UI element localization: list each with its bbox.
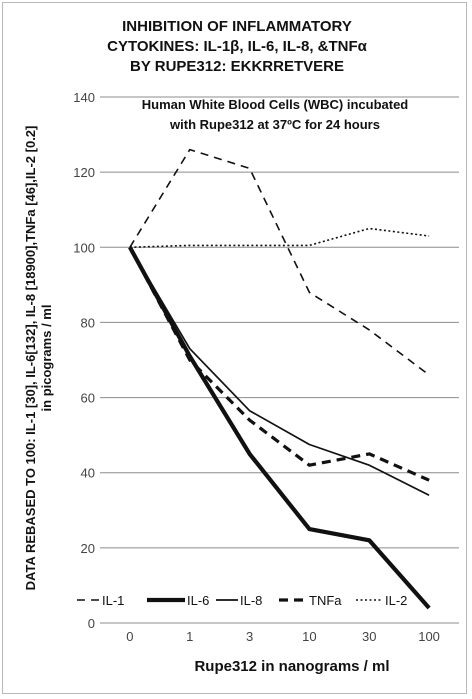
- legend-label-il-1: IL-1: [102, 593, 124, 608]
- y-tick-label: 80: [81, 315, 95, 330]
- title-line-2: CYTOKINES: IL-1β, IL-6, IL-8, &TNFα: [107, 38, 368, 55]
- y-tick-label: 100: [73, 240, 95, 255]
- series-line-il-2: [129, 227, 430, 249]
- x-axis-label: Rupe312 in nanograms / ml: [194, 658, 389, 675]
- chart-title: INHIBITION OF INFLAMMATORY CYTOKINES: IL…: [107, 18, 368, 75]
- series-line-il-8: [129, 246, 430, 497]
- chart-frame: 0 20 40 60 80 100 120 140 0 1 3 10 30 100 INHIBITION…: [2, 2, 467, 694]
- x-tick-label: 1: [186, 629, 193, 644]
- y-tick-label: 20: [81, 541, 95, 556]
- y-tick-label: 60: [81, 391, 95, 406]
- x-tick-label: 3: [246, 629, 253, 644]
- legend: IL-1 IL-6 IL-8 TNFa IL-2: [77, 593, 407, 608]
- annotation-line-1: Human White Blood Cells (WBC) incubated: [142, 97, 409, 112]
- legend-label-tnfa: TNFa: [309, 593, 342, 608]
- annotation-line-2: with Rupe312 at 37ºC for 24 hours: [169, 117, 380, 132]
- title-line-3: BY RUPE312: EKKRRETVERE: [130, 58, 344, 75]
- series-lines: [128, 148, 431, 610]
- y-axis-label: DATA REBASED TO 100: IL-1 [30], IL-6[132…: [23, 126, 54, 591]
- title-line-1: INHIBITION OF INFLAMMATORY: [122, 18, 352, 35]
- series-line-il-1: [129, 148, 430, 376]
- y-axis-label-line-1: DATA REBASED TO 100: IL-1 [30], IL-6[132…: [23, 126, 38, 591]
- y-tick-label: 140: [73, 90, 95, 105]
- gridlines: [100, 96, 459, 624]
- x-tick-label: 10: [302, 629, 316, 644]
- legend-label-il-2: IL-2: [385, 593, 407, 608]
- y-tick-label: 120: [73, 165, 95, 180]
- x-tick-label: 30: [362, 629, 376, 644]
- x-tick-label: 100: [418, 629, 440, 644]
- line-chart: 0 20 40 60 80 100 120 140 0 1 3 10 30 100 INHIBITION…: [23, 18, 459, 675]
- y-tick-label: 40: [81, 466, 95, 481]
- legend-label-il-6: IL-6: [187, 593, 209, 608]
- x-tick-label: 0: [126, 629, 133, 644]
- y-tick-label: 0: [88, 616, 95, 631]
- y-axis-label-line-2: in picograms / ml: [39, 305, 54, 412]
- series-line-il-6: [128, 246, 431, 610]
- x-tick-labels: 0 1 3 10 30 100: [126, 629, 440, 644]
- series-line-tnfa: [128, 246, 430, 482]
- legend-label-il-8: IL-8: [240, 593, 262, 608]
- chart-annotation: Human White Blood Cells (WBC) incubated …: [142, 97, 409, 132]
- y-tick-labels: 0 20 40 60 80 100 120 140: [73, 90, 95, 631]
